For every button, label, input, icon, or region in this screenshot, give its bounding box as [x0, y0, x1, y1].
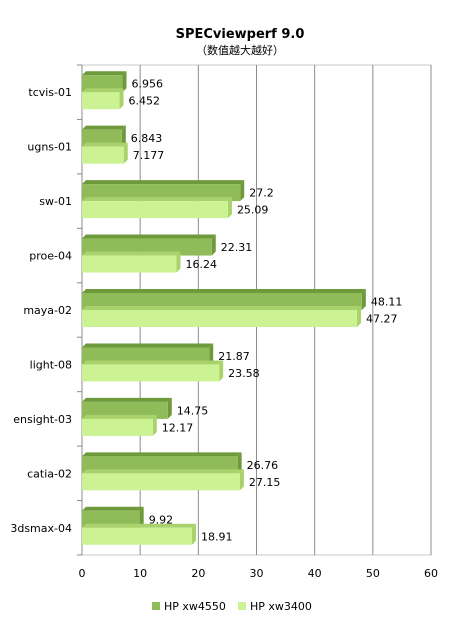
bar: [82, 527, 192, 545]
data-label: 21.87: [218, 350, 250, 363]
category-label: ugns-01: [27, 141, 72, 154]
bar: [82, 201, 228, 219]
bar-side-face: [167, 397, 172, 419]
bar-top-face: [82, 414, 157, 419]
legend-label: HP xw3400: [250, 600, 312, 613]
bar-top-face: [82, 234, 216, 239]
bar: [82, 418, 153, 436]
x-tick-label: 60: [424, 567, 438, 580]
bar: [82, 184, 241, 202]
plot-area: 0 10 20 30 40 50 60 tcvis-01 6.956 6.452 ugns-01 6.…: [10, 64, 438, 580]
bar-top-face: [82, 523, 196, 528]
bar: [82, 75, 123, 93]
category-label: proe-04: [29, 250, 72, 263]
category-label: catia-02: [27, 467, 72, 480]
category-label: sw-01: [39, 195, 72, 208]
bar-side-face: [209, 343, 214, 365]
data-label: 6.843: [131, 132, 163, 145]
bar-side-face: [239, 469, 244, 491]
data-label: 12.17: [162, 421, 194, 434]
bar-side-face: [237, 452, 242, 474]
bar-side-face: [227, 197, 232, 219]
bar-top-face: [82, 469, 244, 474]
legend: HP xw4550 HP xw3400: [152, 600, 312, 613]
data-label: 48.11: [371, 296, 403, 309]
x-tick-label: 50: [366, 567, 380, 580]
data-label: 7.177: [133, 149, 165, 162]
category-label: 3dsmax-04: [10, 522, 72, 535]
x-tick-label: 10: [133, 567, 147, 580]
bar: [82, 510, 140, 528]
x-tick-label: 20: [191, 567, 205, 580]
bar: [82, 310, 357, 327]
bar-side-face: [121, 125, 126, 147]
data-label: 26.76: [247, 459, 278, 472]
bar-side-face: [211, 234, 216, 256]
bar: [82, 364, 220, 382]
data-label: 27.15: [249, 476, 280, 489]
bar-top-face: [82, 506, 144, 511]
x-tick-label: 30: [250, 567, 264, 580]
bar-top-face: [82, 452, 242, 457]
bar: [82, 347, 210, 365]
x-tick-label: 40: [308, 567, 322, 580]
bar-top-face: [82, 197, 232, 202]
bar-side-face: [139, 506, 144, 528]
bar-top-face: [82, 251, 181, 256]
bar-side-face: [361, 289, 366, 310]
bar-top-face: [82, 71, 127, 76]
bar-top-face: [82, 360, 224, 365]
data-label: 6.452: [129, 95, 161, 108]
bar-side-face: [356, 306, 361, 327]
bar-top-face: [82, 125, 126, 130]
bar-side-face: [240, 180, 245, 202]
bar: [82, 401, 168, 419]
data-label: 9.92: [149, 513, 174, 526]
bar-side-face: [176, 251, 181, 273]
data-label: 27.2: [249, 187, 273, 200]
legend-swatch: [238, 602, 246, 610]
chart-title: SPECviewperf 9.0: [176, 27, 305, 42]
category-label: tcvis-01: [28, 86, 72, 99]
bar-top-face: [82, 180, 245, 185]
bar-top-face: [82, 289, 366, 293]
bar: [82, 473, 240, 491]
data-label: 6.956: [131, 78, 163, 91]
bar: [82, 129, 122, 147]
bar: [82, 238, 212, 256]
bar-top-face: [82, 142, 128, 147]
bar-top-face: [82, 88, 124, 93]
bar-top-face: [82, 343, 214, 348]
bar-top-face: [82, 306, 361, 310]
bar: [82, 456, 238, 474]
category-label: light-08: [30, 358, 72, 371]
bar-side-face: [119, 88, 124, 110]
bar-side-face: [191, 523, 196, 545]
data-label: 23.58: [228, 367, 259, 380]
data-label: 47.27: [366, 313, 398, 326]
legend-label: HP xw4550: [164, 600, 226, 613]
bar: [82, 92, 120, 110]
bar-side-face: [123, 142, 128, 164]
bar-top-face: [82, 397, 172, 402]
data-label: 22.31: [221, 241, 253, 254]
category-label: ensight-03: [13, 413, 72, 426]
chart-subtitle: （数值越大越好）: [196, 43, 284, 57]
data-label: 16.24: [185, 258, 217, 271]
data-label: 18.91: [201, 530, 233, 543]
data-label: 14.75: [177, 404, 209, 417]
bar-side-face: [219, 360, 224, 382]
bar-side-face: [152, 414, 157, 436]
bar: [82, 146, 124, 164]
x-tick-label: 0: [79, 567, 86, 580]
data-label: 25.09: [237, 204, 269, 217]
category-label: maya-02: [23, 304, 72, 317]
legend-swatch: [152, 602, 160, 610]
bar: [82, 293, 362, 310]
bar: [82, 255, 177, 273]
bar-side-face: [122, 71, 127, 93]
